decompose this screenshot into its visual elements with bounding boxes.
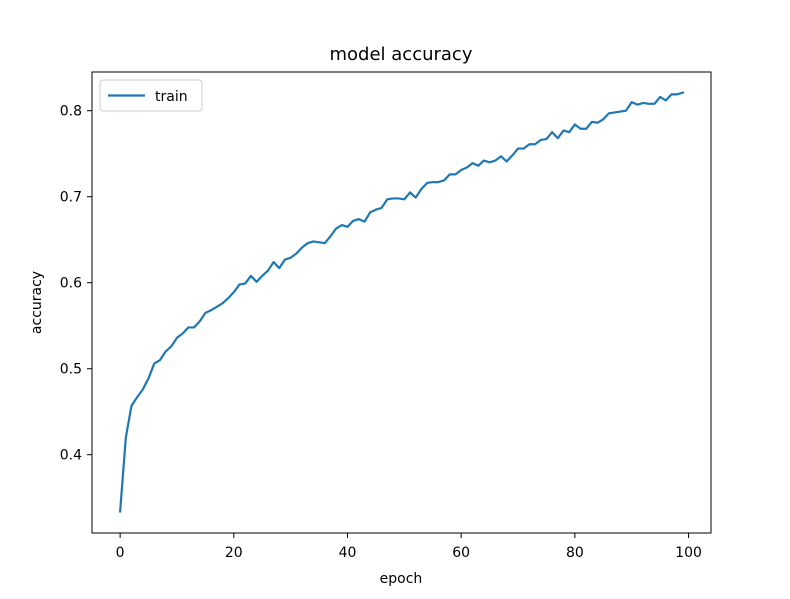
legend: train — [99, 79, 203, 112]
legend-box — [99, 79, 203, 112]
y-tick-label: 0.5 — [60, 362, 82, 378]
plot-area — [91, 71, 712, 534]
chart-title: model accuracy — [330, 44, 473, 65]
series-line-train — [118, 91, 685, 513]
y-axis-label: accuracy — [29, 271, 45, 334]
y-tick-label: 0.4 — [60, 448, 82, 464]
y-tick-label: 0.6 — [60, 276, 82, 292]
y-tick-label: 0.7 — [60, 190, 82, 206]
y-tick-label: 0.8 — [60, 104, 82, 120]
x-tick-label: 100 — [675, 545, 702, 561]
plot-frame — [91, 71, 712, 534]
x-tick-label: 0 — [116, 545, 125, 561]
legend-label-train: train — [155, 89, 188, 105]
y-axis-ticks: 0.4 0.5 0.6 0.7 0.8 — [60, 104, 92, 464]
x-tick-label: 40 — [339, 545, 357, 561]
x-axis-ticks: 0 20 40 60 80 100 — [116, 533, 702, 561]
x-axis-label: epoch — [380, 571, 423, 587]
x-tick-label: 60 — [452, 545, 470, 561]
x-tick-label: 20 — [225, 545, 243, 561]
x-tick-label: 80 — [566, 545, 584, 561]
